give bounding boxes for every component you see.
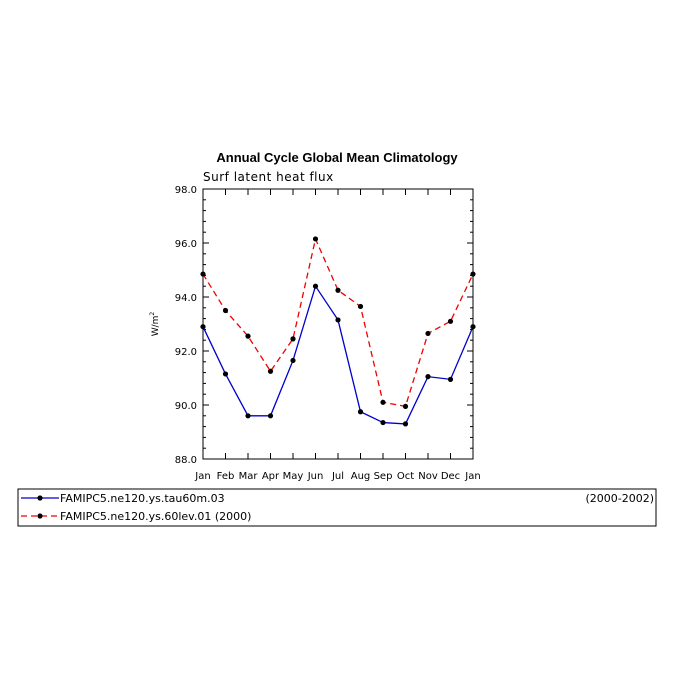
data-point xyxy=(357,303,364,310)
legend: FAMIPC5.ne120.ys.tau60m.03 (2000-2002) FAM… xyxy=(21,492,654,523)
series-line-1 xyxy=(202,284,474,425)
legend-marker xyxy=(37,495,43,501)
data-point xyxy=(267,413,274,419)
legend-label-1: FAMIPC5.ne120.ys.tau60m.03 xyxy=(60,492,225,505)
x-tick-label: Mar xyxy=(239,471,259,482)
y-tick-label: 92.0 xyxy=(175,347,197,358)
data-point xyxy=(200,271,206,277)
y-axis-label-text: W/m xyxy=(151,316,161,337)
x-tick-label: Apr xyxy=(262,471,280,482)
legend-marker xyxy=(37,513,43,519)
y-axis-label: W/m2 xyxy=(149,312,161,337)
series-group xyxy=(200,236,476,427)
y-axis-label-superscript: 2 xyxy=(149,312,156,316)
x-tick-label: Feb xyxy=(217,471,235,482)
y-axis: 88.0 90.0 92.0 94.0 96.0 98.0 xyxy=(175,185,473,466)
y-tick-label: 96.0 xyxy=(175,239,197,250)
plot-frame xyxy=(202,188,474,460)
data-point xyxy=(290,336,296,342)
y-tick-label: 94.0 xyxy=(175,293,197,304)
data-point xyxy=(425,374,431,380)
data-point xyxy=(402,403,409,409)
data-point xyxy=(380,419,386,426)
x-tick-label: May xyxy=(283,471,304,482)
y-tick-label: 90.0 xyxy=(175,401,197,412)
y-tick-label: 98.0 xyxy=(175,185,197,196)
data-point xyxy=(447,376,454,382)
data-point xyxy=(222,371,229,377)
data-point xyxy=(200,324,206,330)
data-point xyxy=(357,409,364,415)
chart-subtitle: Surf latent heat flux xyxy=(203,170,334,184)
data-point xyxy=(245,413,251,419)
y-tick-label: 88.0 xyxy=(175,455,197,466)
data-point xyxy=(335,287,341,293)
data-point xyxy=(425,330,431,337)
x-tick-label: Nov xyxy=(418,471,438,482)
data-point xyxy=(335,317,341,323)
x-tick-label: Jul xyxy=(331,471,344,482)
x-axis: Jan Feb Mar Apr May Jun Jul Aug Sep Oct Nov Dec Jan xyxy=(194,189,481,482)
x-tick-label: Sep xyxy=(374,471,393,482)
x-tick-label: Dec xyxy=(441,471,460,482)
legend-box xyxy=(17,488,657,527)
x-tick-label: Aug xyxy=(351,471,371,482)
data-point xyxy=(267,368,274,374)
data-point xyxy=(312,283,319,289)
data-point xyxy=(380,399,386,405)
legend-label-2: FAMIPC5.ne120.ys.60lev.01 (2000) xyxy=(60,510,251,523)
data-point xyxy=(470,324,476,330)
data-point xyxy=(290,357,296,364)
x-tick-label: Jan xyxy=(194,471,210,482)
data-point xyxy=(245,333,251,339)
x-tick-label: Oct xyxy=(397,471,414,482)
data-point xyxy=(312,236,319,242)
data-point xyxy=(402,421,409,427)
data-point xyxy=(470,271,476,277)
x-tick-label: Jun xyxy=(307,471,324,482)
data-point xyxy=(222,307,229,314)
legend-period-1: (2000-2002) xyxy=(585,492,654,505)
chart-title: Annual Cycle Global Mean Climatology xyxy=(216,150,458,165)
data-point xyxy=(447,318,454,324)
x-tick-label: Jan xyxy=(464,471,480,482)
